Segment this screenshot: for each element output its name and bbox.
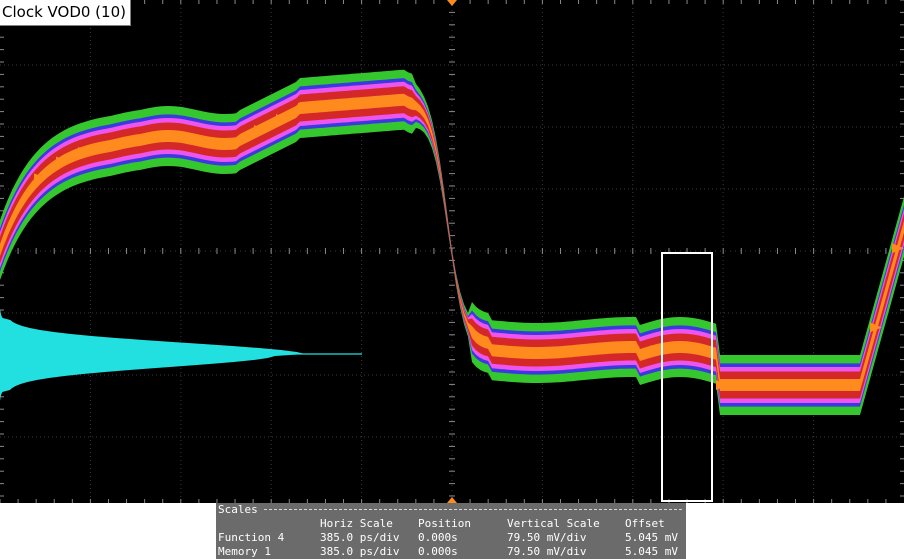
trace-density-marker	[848, 380, 860, 390]
trace-density-marker	[892, 243, 904, 254]
trace-density-marker	[584, 344, 596, 355]
header-position: Position	[418, 517, 471, 530]
histogram-shape	[0, 310, 305, 400]
trace-density-marker	[694, 344, 706, 355]
trace-density-marker	[540, 347, 552, 358]
waveform-display[interactable]: Clock VOD0 (10)	[0, 0, 904, 503]
scales-title-row: Scales	[216, 503, 686, 517]
trace-density-marker	[320, 100, 332, 111]
scales-title: Scales	[218, 503, 258, 516]
header-offset: Offset	[625, 517, 665, 530]
trace-density-marker	[804, 380, 816, 390]
trace-density-marker	[100, 141, 112, 152]
trace-density-marker	[342, 99, 354, 110]
trace-density-marker	[760, 380, 772, 390]
header-vertical-scale: Vertical Scale	[507, 517, 600, 530]
trace-density-marker	[386, 95, 398, 106]
eye-diagram-trace	[0, 69, 904, 415]
row-name: Memory 1	[218, 545, 271, 558]
trace-density-marker	[782, 380, 794, 390]
trace-density-marker	[606, 342, 618, 353]
trace-density-marker	[166, 131, 178, 142]
trace-density-marker	[870, 322, 882, 333]
trace-density-marker	[364, 97, 376, 108]
row-vertical-scale: 79.50 mV/div	[507, 531, 587, 544]
row-offset: 5.045 mV	[625, 531, 678, 544]
scales-divider	[264, 509, 682, 510]
row-name: Function 4	[218, 531, 285, 544]
trace-density-marker	[78, 147, 90, 158]
trace-density-marker	[298, 102, 310, 113]
trace-density-marker	[232, 137, 244, 148]
trace-density-marker	[650, 345, 662, 356]
trace-density-marker	[122, 136, 134, 147]
scales-row-function-4: Function 4 385.0 ps/div 0.000s 79.50 mV/…	[216, 531, 686, 545]
trace-density-marker	[716, 380, 728, 390]
trace-density-marker	[210, 138, 222, 149]
channel-title-label: Clock VOD0 (10)	[0, 0, 131, 26]
trace-density-marker	[496, 346, 508, 357]
row-position: 0.000s	[418, 545, 458, 558]
trace-density-marker	[738, 380, 750, 390]
trigger-marker-bottom	[447, 497, 457, 503]
trace-density-marker	[672, 342, 684, 353]
row-horiz-scale: 385.0 ps/div	[320, 531, 400, 544]
header-horiz-scale: Horiz Scale	[320, 517, 393, 530]
scales-row-memory-1: Memory 1 385.0 ps/div 0.000s 79.50 mV/di…	[216, 545, 686, 559]
trace-density-marker	[34, 173, 46, 184]
trace-density-marker	[628, 342, 640, 353]
row-position: 0.000s	[418, 531, 458, 544]
trace-density-marker	[518, 347, 530, 358]
trigger-marker-top	[447, 0, 457, 6]
trigger-markers	[447, 0, 457, 503]
graticule	[0, 0, 904, 503]
trace-density-marker	[56, 156, 68, 167]
trace-density-marker	[254, 125, 266, 135]
row-offset: 5.045 mV	[625, 545, 678, 558]
row-horiz-scale: 385.0 ps/div	[320, 545, 400, 558]
histogram	[0, 310, 362, 400]
trace-density-marker	[188, 134, 200, 145]
waveform-canvas	[0, 0, 904, 503]
row-vertical-scale: 79.50 mV/div	[507, 545, 587, 558]
trace-density-marker	[826, 380, 838, 390]
trace-density-marker	[562, 346, 574, 357]
scales-panel: Scales Horiz Scale Position Vertical Sca…	[216, 503, 686, 559]
scales-header-row: Horiz Scale Position Vertical Scale Offs…	[216, 517, 686, 531]
trace-magenta	[0, 81, 904, 403]
measurement-window-box[interactable]	[661, 252, 713, 502]
trace-density-marker	[276, 114, 288, 124]
trace-density-marker	[144, 132, 156, 143]
